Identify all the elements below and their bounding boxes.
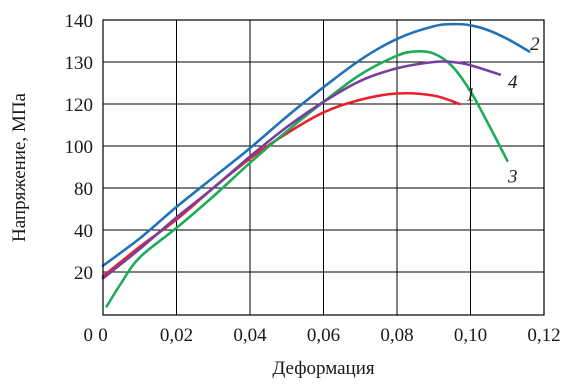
x-tick-label: 0,04: [233, 325, 267, 346]
curve-label-4: 4: [508, 72, 518, 93]
x-tick-label: 0,08: [380, 325, 413, 346]
series-group: [101, 22, 531, 308]
series-line-2: [101, 22, 531, 267]
curve-label-3: 3: [507, 166, 518, 187]
x-tick-label: 0: [98, 325, 108, 346]
y-axis-title: Напряжение, МПа: [9, 92, 30, 242]
plot-frame: [102, 19, 545, 316]
y-tick-label: 20: [74, 263, 93, 284]
y-tick-label: 130: [65, 53, 94, 74]
x-axis-title: Деформация: [272, 358, 375, 379]
y-tick-label: 100: [65, 137, 94, 158]
curve-labels: 1 2 3 4: [466, 34, 540, 187]
plot-border: [102, 19, 545, 316]
chart-grid: [102, 20, 545, 315]
y-tick-labels: 140 130 120 100 80 40 20 0: [65, 11, 94, 346]
y-tick-label: 140: [65, 11, 94, 32]
x-tick-labels: 0 0,02 0,04 0,06 0,08 0,10 0,12: [98, 325, 560, 346]
series-line-4: [101, 60, 502, 280]
x-tick-label: 0,12: [527, 325, 560, 346]
y-tick-label: 0: [84, 325, 94, 346]
y-tick-label: 80: [74, 179, 93, 200]
x-tick-label: 0,06: [307, 325, 340, 346]
x-tick-label: 0,02: [160, 325, 193, 346]
y-tick-label: 120: [65, 95, 94, 116]
x-tick-label: 0,10: [454, 325, 487, 346]
series-line-3: [105, 50, 509, 308]
curve-label-1: 1: [466, 85, 476, 106]
y-tick-label: 40: [74, 221, 93, 242]
curve-label-2: 2: [530, 34, 540, 55]
